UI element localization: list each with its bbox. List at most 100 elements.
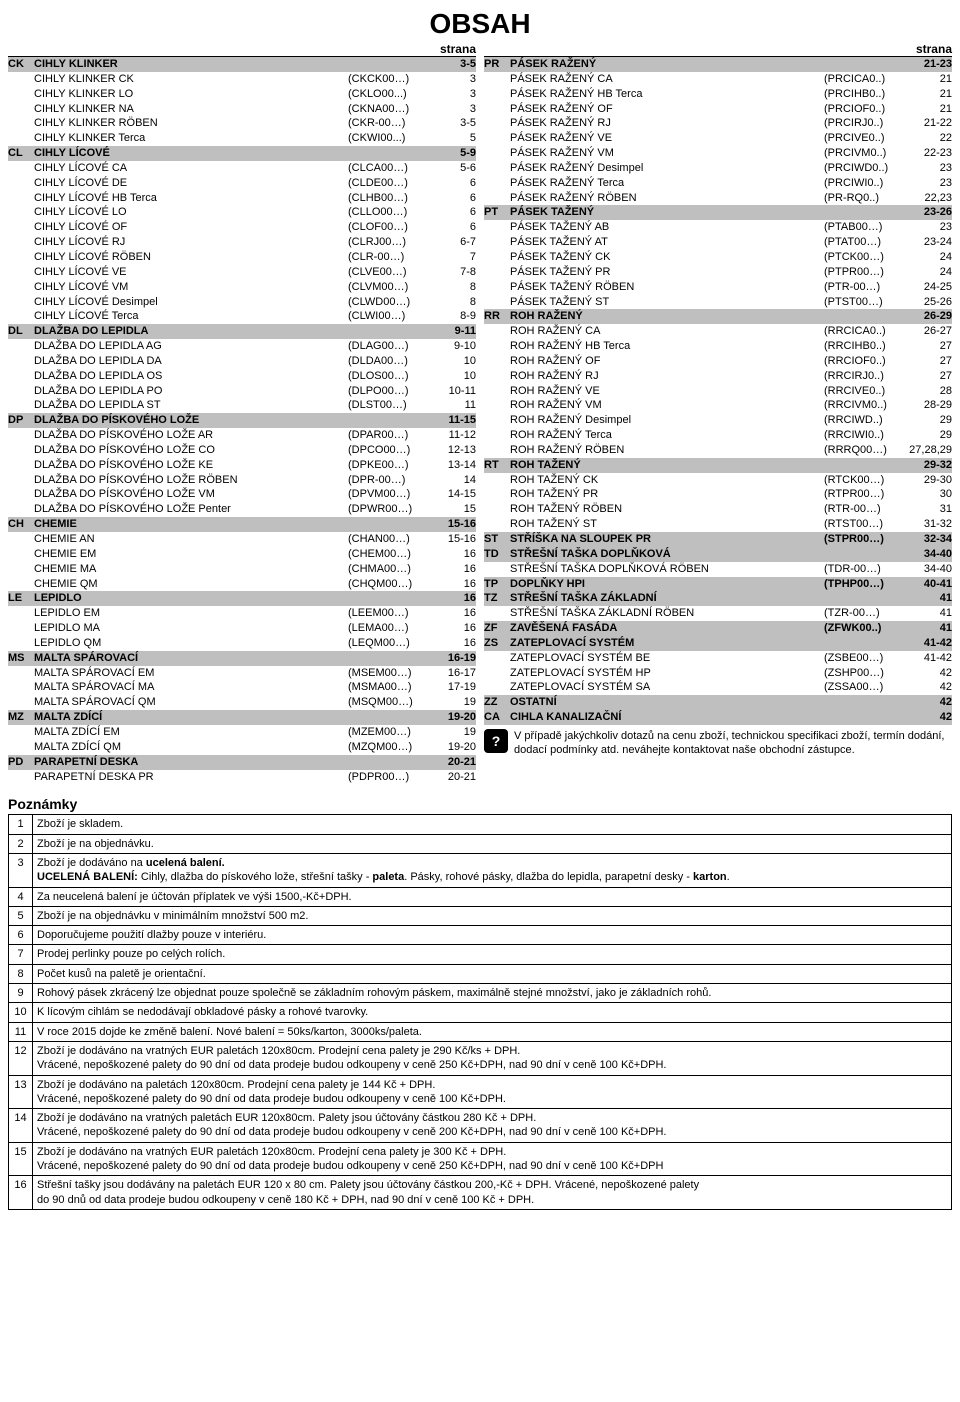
note-text: Střešní tašky jsou dodávány na paletách … <box>33 1176 952 1210</box>
toc-page: 26-29 <box>904 309 952 324</box>
toc-name: ZAVĚŠENÁ FASÁDA <box>508 621 824 636</box>
toc-item-row: ROH RAŽENÝ HB Terca(RRCIHB0..)27 <box>484 339 952 354</box>
toc-code: (PTPR00…) <box>824 265 904 280</box>
info-note-text: V případě jakýchkoliv dotazů na cenu zbo… <box>514 729 952 758</box>
toc-section-row: PDPARAPETNÍ DESKA20-21 <box>8 755 476 770</box>
toc-code <box>824 458 904 473</box>
note-number: 13 <box>9 1075 33 1109</box>
toc-page: 7 <box>428 250 476 265</box>
toc-name: PÁSEK RAŽENÝ Terca <box>484 176 824 191</box>
toc-code <box>824 710 904 725</box>
note-number: 5 <box>9 906 33 925</box>
toc-name: PÁSEK RAŽENÝ Desimpel <box>484 161 824 176</box>
toc-name: ZATEPLOVACÍ SYSTÉM HP <box>484 666 824 681</box>
toc-section-row: CHCHEMIE15-16 <box>8 517 476 532</box>
toc-page: 3-5 <box>428 57 476 72</box>
note-number: 1 <box>9 815 33 834</box>
toc-code <box>348 146 428 161</box>
toc-section-row: ZFZAVĚŠENÁ FASÁDA(ZFWK00..)41 <box>484 621 952 636</box>
toc-name: DLAŽBA DO LEPIDLA DA <box>8 354 348 369</box>
toc-page: 28 <box>904 384 952 399</box>
toc-item-row: ROH RAŽENÝ Desimpel(RRCIWD..)29 <box>484 413 952 428</box>
toc-item-row: CIHLY LÍCOVÉ DE(CLDE00…)6 <box>8 176 476 191</box>
toc-code: (RRCIWI0..) <box>824 428 904 443</box>
toc-page: 6 <box>428 176 476 191</box>
toc-item-row: DLAŽBA DO PÍSKOVÉHO LOŽE Penter(DPWR00…)… <box>8 502 476 517</box>
toc-name: DLAŽBA DO LEPIDLA PO <box>8 384 348 399</box>
toc-code: (MZEM00…) <box>348 725 428 740</box>
toc-name: ROH RAŽENÝ <box>508 309 824 324</box>
toc-code: (MSEM00…) <box>348 666 428 681</box>
toc-item-row: CIHLY KLINKER CK(CKCK00…)3 <box>8 72 476 87</box>
toc-name: DLAŽBA DO PÍSKOVÉHO LOŽE CO <box>8 443 348 458</box>
toc-code: (CKNA00…) <box>348 102 428 117</box>
note-number: 10 <box>9 1003 33 1022</box>
toc-code <box>348 710 428 725</box>
toc-section-row: RTROH TAŽENÝ29-32 <box>484 458 952 473</box>
toc-name: DOPLŇKY HPI <box>508 577 824 592</box>
left-column-body: CKCIHLY KLINKER3-5CIHLY KLINKER CK(CKCK0… <box>8 57 476 784</box>
toc-name: DLAŽBA DO PÍSKOVÉHO LOŽE RÖBEN <box>8 473 348 488</box>
note-row: 9Rohový pásek zkrácený lze objednat pouz… <box>9 984 952 1003</box>
toc-code: (RRCICA0..) <box>824 324 904 339</box>
toc-page: 10 <box>428 369 476 384</box>
toc-code <box>348 517 428 532</box>
toc-page: 23 <box>904 220 952 235</box>
toc-code <box>824 695 904 710</box>
toc-name: ROH RAŽENÝ OF <box>484 354 824 369</box>
toc-item-row: PÁSEK RAŽENÝ OF(PRCIOF0..)21 <box>484 102 952 117</box>
toc-page: 14-15 <box>428 487 476 502</box>
toc-name: MALTA SPÁROVACÍ EM <box>8 666 348 681</box>
toc-code: (ZFWK00..) <box>824 621 904 636</box>
toc-code: (CLR-00…) <box>348 250 428 265</box>
toc-tag: CK <box>8 57 32 72</box>
toc-tag: PT <box>484 205 508 220</box>
toc-tag: LE <box>8 591 32 606</box>
toc-section-row: ZZOSTATNÍ42 <box>484 695 952 710</box>
note-number: 14 <box>9 1109 33 1143</box>
toc-tag: PD <box>8 755 32 770</box>
notes-title: Poznámky <box>8 796 952 812</box>
toc-name: DLAŽBA DO LEPIDLA AG <box>8 339 348 354</box>
toc-item-row: CIHLY LÍCOVÉ Terca(CLWI00…)8-9 <box>8 309 476 324</box>
toc-page: 23 <box>904 161 952 176</box>
toc-page: 12-13 <box>428 443 476 458</box>
note-text: Zboží je dodáváno na vratných EUR paletá… <box>33 1041 952 1075</box>
toc-page: 5 <box>428 131 476 146</box>
toc-section-row: CLCIHLY LÍCOVÉ5-9 <box>8 146 476 161</box>
left-column: strana CKCIHLY KLINKER3-5CIHLY KLINKER C… <box>8 42 476 784</box>
toc-page: 13-14 <box>428 458 476 473</box>
toc-code <box>348 755 428 770</box>
right-column: strana PRPÁSEK RAŽENÝ21-23PÁSEK RAŽENÝ C… <box>484 42 952 784</box>
toc-item-row: CIHLY KLINKER RÖBEN(CKR-00…)3-5 <box>8 116 476 131</box>
toc-name: CIHLY LÍCOVÉ HB Terca <box>8 191 348 206</box>
toc-code: (DLOS00…) <box>348 369 428 384</box>
toc-name: PÁSEK RAŽENÝ RJ <box>484 116 824 131</box>
toc-page: 23-24 <box>904 235 952 250</box>
note-number: 8 <box>9 964 33 983</box>
note-row: 10K lícovým cihlám se nedodávají obklado… <box>9 1003 952 1022</box>
left-column-header: strana <box>8 42 476 57</box>
toc-name: LEPIDLO QM <box>8 636 348 651</box>
toc-code: (RRCIOF0..) <box>824 354 904 369</box>
note-row: 11V roce 2015 dojde ke změně balení. Nov… <box>9 1022 952 1041</box>
toc-page: 21-22 <box>904 116 952 131</box>
toc-page: 34-40 <box>904 562 952 577</box>
toc-name: MALTA ZDÍCÍ QM <box>8 740 348 755</box>
toc-code: (RTPR00…) <box>824 487 904 502</box>
notes-table: 1Zboží je skladem.2Zboží je na objednávk… <box>8 814 952 1210</box>
toc-name: STŘEŠNÍ TAŠKA ZÁKLADNÍ <box>508 591 824 606</box>
toc-name: ROH TAŽENÝ CK <box>484 473 824 488</box>
toc-code: (CKR-00…) <box>348 116 428 131</box>
toc-item-row: CIHLY KLINKER LO(CKLO00...)3 <box>8 87 476 102</box>
toc-name: CIHLY LÍCOVÉ LO <box>8 205 348 220</box>
toc-code: (PTR-00…) <box>824 280 904 295</box>
toc-item-row: CIHLY LÍCOVÉ RÖBEN(CLR-00…)7 <box>8 250 476 265</box>
toc-name: PÁSEK RAŽENÝ OF <box>484 102 824 117</box>
note-text: Zboží je dodáváno na ucelená balení.UCEL… <box>33 853 952 887</box>
toc-page: 3 <box>428 102 476 117</box>
toc-code: (STPR00…) <box>824 532 904 547</box>
toc-code: (CHAN00…) <box>348 532 428 547</box>
note-row: 6Doporučujeme použití dlažby pouze v int… <box>9 926 952 945</box>
toc-code: (PRCIVE0..) <box>824 131 904 146</box>
